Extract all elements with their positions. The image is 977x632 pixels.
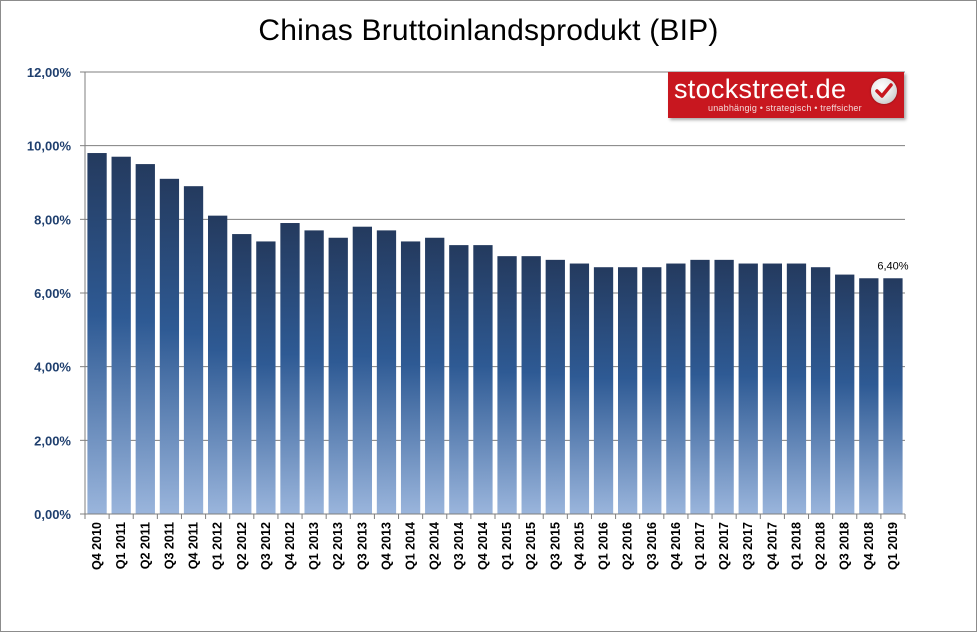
x-tick-label: Q1 2011 [114,522,128,569]
x-tick-label: Q2 2018 [814,522,828,570]
bar [304,230,324,514]
bar [87,153,107,515]
bar [497,256,517,514]
x-tick-label: Q2 2015 [524,522,538,570]
bar [666,263,686,514]
bars [87,153,903,515]
x-tick-label: Q3 2017 [741,522,755,570]
bar [449,245,469,514]
x-tick-label: Q3 2015 [548,522,562,570]
x-tick-label: Q3 2011 [162,522,176,569]
bar [159,178,180,515]
x-tick-label: Q2 2013 [331,522,345,570]
x-tick-label: Q4 2015 [572,522,586,570]
x-tick-label: Q3 2018 [838,522,852,570]
y-tick-label: 4,00% [34,360,71,375]
x-tick-label: Q4 2018 [862,522,876,570]
x-tick-label: Q2 2014 [428,522,442,570]
bar [618,267,638,514]
y-tick-label: 12,00% [27,65,72,80]
x-tick-label: Q2 2017 [717,522,731,570]
bar [714,259,734,514]
bar [111,156,131,514]
x-tick-label: Q1 2016 [597,522,611,570]
y-tick-label: 6,00% [34,286,71,301]
y-tick-label: 2,00% [34,433,71,448]
x-tick-label: Q3 2013 [355,522,369,570]
logo-tagline: unabhängig • strategisch • treffsicher [708,103,862,113]
x-tick-label: Q4 2016 [669,522,683,570]
y-tick-labels: 0,00% 2,00% 4,00% 6,00% 8,00% 10,00% 12,00% [27,65,72,522]
bar [183,186,204,514]
x-tick-label: Q3 2016 [645,522,659,570]
x-tick-label: Q1 2019 [886,522,900,570]
y-tick-label: 8,00% [34,212,71,227]
x-tick-label: Q1 2014 [404,522,418,570]
bar [400,241,421,514]
bar [690,259,710,514]
x-tick-label: Q3 2014 [452,522,466,570]
y-tick-label: 0,00% [34,507,71,522]
x-tick-label: Q1 2018 [789,522,803,570]
chart-title: Chinas Bruttoinlandsprodukt (BIP) [258,14,719,47]
logo-name: stockstreet.de [674,74,847,104]
x-tick-label: Q1 2013 [307,522,321,570]
bar [762,263,782,514]
x-tick-label: Q4 2017 [765,522,779,570]
bar [473,245,493,514]
stockstreet-logo: stockstreet.de unabhängig • strategisch … [668,72,904,118]
x-tick-label: Q1 2015 [500,522,514,570]
bar [883,278,903,514]
bar [328,237,348,514]
x-tick-label: Q4 2012 [283,522,297,570]
x-tick-label: Q1 2017 [693,522,707,570]
bar [786,263,807,514]
x-tick-label: Q3 2012 [259,522,273,570]
bar [256,241,276,514]
data-labels: 6,40% [877,260,908,272]
bar [859,278,879,514]
data-label: 6,40% [877,260,908,272]
axes [80,71,906,519]
bar [376,230,397,514]
x-tick-label: Q4 2014 [476,522,490,570]
bar [232,234,252,515]
bar [835,274,855,514]
bar [425,237,445,514]
bar [738,263,758,514]
bar [593,267,614,514]
x-tick-label: Q2 2011 [138,522,152,569]
bar [521,256,541,514]
x-tick-label: Q2 2012 [235,522,249,570]
x-tick-label: Q1 2012 [211,522,225,570]
y-tick-label: 10,00% [27,139,72,154]
x-tick-label: Q4 2011 [187,522,201,569]
x-tick-labels: Q4 2010 Q1 2011 Q2 2011 Q3 2011 Q4 2011 Q1 20… [90,522,900,570]
bar [545,259,565,514]
x-tick-label: Q4 2013 [379,522,393,570]
bar [135,164,155,515]
bar [352,226,372,514]
bar [280,223,300,514]
bar [642,267,662,514]
bar [569,263,590,514]
x-tick-label: Q4 2010 [90,522,104,570]
x-tick-label: Q2 2016 [621,522,635,570]
bar [810,267,831,514]
bar [208,215,228,514]
checkmark-icon [871,78,897,104]
